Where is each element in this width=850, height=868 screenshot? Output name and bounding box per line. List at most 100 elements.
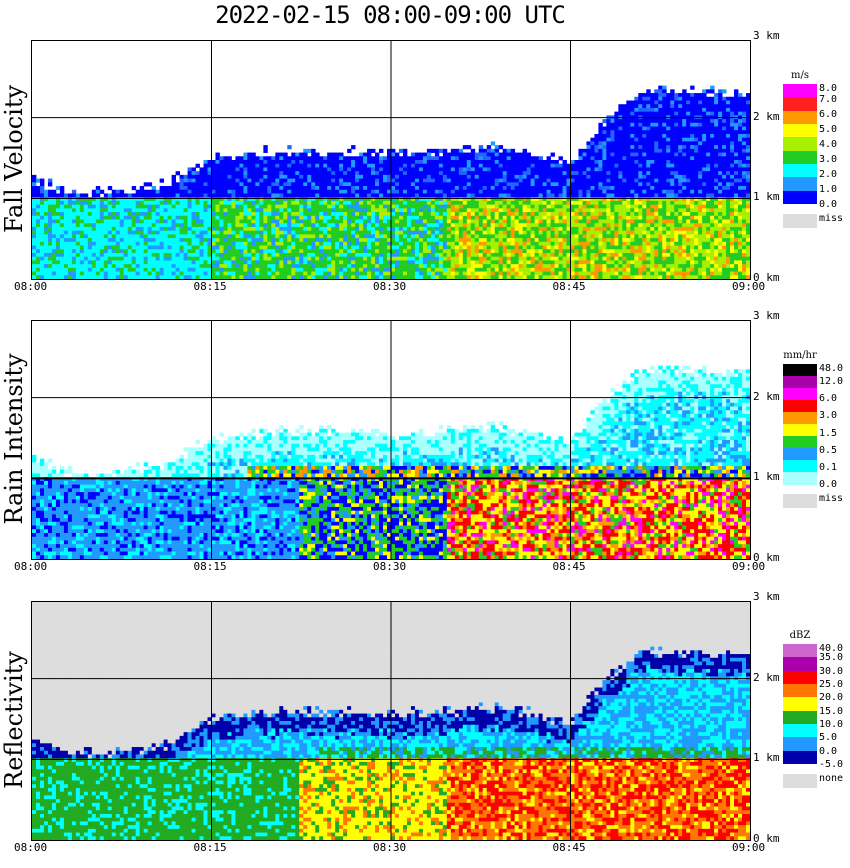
time-tick-label: 08:15 [194, 841, 227, 854]
colorbar-swatch [783, 164, 817, 178]
panel-1-image [32, 41, 750, 279]
colorbar-unit: mm/hr [783, 350, 817, 361]
colorbar-level: 5.0 [819, 733, 837, 743]
colorbar-level: 6.0 [819, 110, 837, 120]
time-tick-label: 08:00 [14, 560, 47, 573]
panel-3-image [32, 602, 750, 840]
colorbar-missing-label: miss [819, 494, 843, 504]
altitude-tick-label: 1 km [753, 190, 780, 203]
time-tick-label: 08:15 [194, 560, 227, 573]
colorbar-swatch [783, 424, 817, 437]
colorbar-level: 3.0 [819, 155, 837, 165]
time-tick-label: 08:30 [373, 841, 406, 854]
time-tick-label: 08:30 [373, 280, 406, 293]
fall-velocity-plot [31, 40, 751, 280]
colorbar-level: 15.0 [819, 706, 843, 717]
altitude-tick-label: 3 km [753, 590, 780, 603]
colorbar-swatch [783, 84, 817, 98]
panel-3-ylabel: Reflectivity [0, 640, 28, 800]
colorbar-level: 0.0 [819, 746, 837, 757]
colorbar-swatch [783, 110, 817, 125]
colorbar-level: 35.0 [819, 653, 843, 663]
altitude-tick-label: 1 km [753, 470, 780, 483]
altitude-tick-label: 2 km [753, 110, 780, 123]
colorbar-missing-swatch [783, 494, 817, 508]
colorbar-swatch [783, 400, 817, 413]
altitude-tick-label: 0 km [753, 271, 780, 284]
colorbar-level: 7.0 [819, 95, 837, 105]
colorbar-level: 10.0 [819, 720, 843, 730]
colorbar-swatch [783, 448, 817, 461]
colorbar-swatch [783, 644, 817, 658]
panel-1-ylabel: Fall Velocity [0, 79, 28, 239]
panel-2-image [32, 321, 750, 559]
colorbar-missing-swatch [783, 774, 817, 788]
altitude-tick-label: 0 km [753, 832, 780, 845]
time-tick-label: 08:45 [553, 560, 586, 573]
colorbar-swatch [783, 436, 817, 449]
time-tick-label: 08:15 [194, 280, 227, 293]
colorbar-level: 2.0 [819, 170, 837, 180]
colorbar-swatch [783, 684, 817, 698]
time-tick-label: 08:45 [553, 280, 586, 293]
colorbar-level: 0.5 [819, 445, 837, 456]
time-tick-label: 08:30 [373, 560, 406, 573]
rain-intensity-plot [31, 320, 751, 560]
colorbar-level: 30.0 [819, 666, 843, 677]
time-tick-label: 08:00 [14, 280, 47, 293]
colorbar-level: 25.0 [819, 680, 843, 690]
colorbar-swatch [783, 364, 817, 377]
colorbar-level: 1.0 [819, 185, 837, 195]
colorbar-level: 1.5 [819, 428, 837, 439]
altitude-tick-label: 3 km [753, 309, 780, 322]
colorbar-swatch [783, 124, 817, 138]
time-tick-label: 08:45 [553, 841, 586, 854]
colorbar-level: 8.0 [819, 84, 837, 94]
time-tick-label: 09:00 [732, 280, 765, 293]
colorbar-swatch [783, 388, 817, 401]
colorbar-level: 20.0 [819, 693, 843, 703]
colorbar-level: 3.0 [819, 411, 837, 421]
altitude-tick-label: 3 km [753, 29, 780, 42]
colorbar-swatch [783, 137, 817, 152]
colorbar-level: 4.0 [819, 140, 837, 150]
colorbar-swatch [783, 724, 817, 738]
altitude-tick-label: 1 km [753, 751, 780, 764]
colorbar-missing-label: none [819, 774, 843, 784]
time-tick-label: 09:00 [732, 560, 765, 573]
colorbar-level: 0.0 [819, 480, 837, 490]
colorbar-level: -5.0 [819, 760, 843, 770]
colorbar-swatch [783, 657, 817, 672]
altitude-tick-label: 2 km [753, 671, 780, 684]
colorbar-swatch [783, 697, 817, 712]
colorbar-level: 48.0 [819, 364, 843, 374]
colorbar-swatch [783, 376, 817, 389]
colorbar-swatch [783, 150, 817, 165]
altitude-tick-label: 0 km [753, 551, 780, 564]
colorbar-level: 5.0 [819, 125, 837, 135]
colorbar-level: 40.0 [819, 644, 843, 654]
colorbar-swatch [783, 412, 817, 425]
altitude-tick-label: 2 km [753, 390, 780, 403]
colorbar-swatch [783, 750, 817, 765]
colorbar-swatch [783, 460, 817, 473]
colorbar-unit: m/s [783, 70, 817, 81]
colorbar-level: 12.0 [819, 377, 843, 387]
time-tick-label: 08:00 [14, 841, 47, 854]
colorbar-missing-swatch [783, 214, 817, 228]
colorbar-swatch [783, 737, 817, 752]
colorbar-swatch [783, 190, 817, 205]
colorbar-unit: dBZ [783, 630, 817, 641]
reflectivity-plot [31, 601, 751, 841]
colorbar-swatch [783, 472, 817, 485]
time-tick-label: 09:00 [732, 841, 765, 854]
colorbar-swatch [783, 97, 817, 112]
colorbar-swatch [783, 670, 817, 685]
colorbar-level: 0.0 [819, 200, 837, 210]
colorbar-swatch [783, 710, 817, 725]
panel-2-ylabel: Rain Intensity [0, 349, 28, 529]
colorbar-level: 6.0 [819, 394, 837, 404]
colorbar-level: 0.1 [819, 462, 837, 473]
colorbar-missing-label: miss [819, 214, 843, 224]
colorbar-swatch [783, 177, 817, 192]
